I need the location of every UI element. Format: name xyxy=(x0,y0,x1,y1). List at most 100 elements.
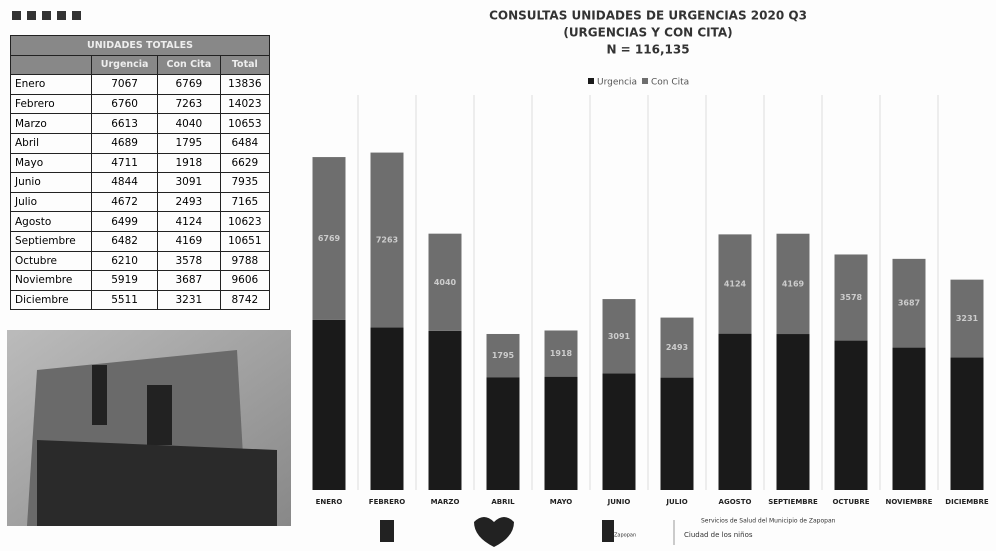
table-row: Julio467224937165 xyxy=(11,192,270,212)
logo-text: Ciudad de los niños xyxy=(684,531,753,539)
bar-segment xyxy=(777,334,810,490)
table-cell: Abril xyxy=(11,133,92,153)
table-cell: 4124 xyxy=(158,212,221,232)
legend-swatch xyxy=(642,78,648,84)
table-row: Mayo471119186629 xyxy=(11,153,270,173)
x-tick-label: FEBRERO xyxy=(369,498,405,506)
table-cell: 6769 xyxy=(158,75,221,95)
legend-swatch xyxy=(588,78,594,84)
table-cell: 9606 xyxy=(220,271,269,291)
table-cell: Julio xyxy=(11,192,92,212)
x-tick-label: JUNIO xyxy=(607,498,631,506)
table-cell: Noviembre xyxy=(11,271,92,291)
x-tick-label: ENERO xyxy=(316,498,343,506)
bar-segment xyxy=(951,357,984,490)
table-cell: 6760 xyxy=(92,94,158,114)
bar-segment xyxy=(545,377,578,490)
table-cell: Febrero xyxy=(11,94,92,114)
bar-segment xyxy=(893,348,926,490)
table-cell: 2493 xyxy=(158,192,221,212)
table-title: UNIDADES TOTALES xyxy=(11,36,270,56)
table-cell: 1918 xyxy=(158,153,221,173)
table-cell: Enero xyxy=(11,75,92,95)
x-tick-label: MARZO xyxy=(431,498,460,506)
table-cell: 8742 xyxy=(220,290,269,310)
chart: CONSULTAS UNIDADES DE URGENCIAS 2020 Q3 … xyxy=(296,0,996,551)
table-cell: 6484 xyxy=(220,133,269,153)
table-cell: 4672 xyxy=(92,192,158,212)
chart-note: N = 116,135 xyxy=(606,43,689,57)
table-cell: 13836 xyxy=(220,75,269,95)
table-cell: 7067 xyxy=(92,75,158,95)
table-cell: 4169 xyxy=(158,231,221,251)
table-cell: Mayo xyxy=(11,153,92,173)
x-tick-label: MAYO xyxy=(550,498,573,506)
bar-segment xyxy=(719,334,752,490)
table-cell: 3091 xyxy=(158,173,221,193)
table-cell: 6210 xyxy=(92,251,158,271)
table-cell: 4689 xyxy=(92,133,158,153)
data-label: 1795 xyxy=(492,351,515,360)
table-cell: 10653 xyxy=(220,114,269,134)
table-row: UNIDADES TOTALES xyxy=(11,36,270,56)
table-cell: Septiembre xyxy=(11,231,92,251)
bar-segment xyxy=(371,327,404,490)
table-header: UrgenciaCon CitaTotal xyxy=(11,55,270,75)
table-cell: 10623 xyxy=(220,212,269,232)
x-tick-label: SEPTIEMBRE xyxy=(768,498,818,506)
x-tick-label: AGOSTO xyxy=(719,498,752,506)
logo-shield xyxy=(602,520,614,542)
data-label: 3091 xyxy=(608,332,631,341)
legend-label: Con Cita xyxy=(651,78,689,88)
data-label: 2493 xyxy=(666,343,688,352)
table-cell: 5511 xyxy=(92,290,158,310)
logo-text: Zapopan xyxy=(614,533,636,539)
bar-segment xyxy=(429,331,462,490)
x-tick-label: DICIEMBRE xyxy=(945,498,989,506)
table-cell: 7165 xyxy=(220,192,269,212)
table-cell: 4711 xyxy=(92,153,158,173)
header-cell: Total xyxy=(220,55,269,75)
logo-text: Servicios de Salud del Municipio de Zapo… xyxy=(701,518,836,525)
table-cell: 10651 xyxy=(220,231,269,251)
table-cell: 5919 xyxy=(92,271,158,291)
data-label: 6769 xyxy=(318,234,341,243)
table-cell: 7935 xyxy=(220,173,269,193)
table-cell: 4040 xyxy=(158,114,221,134)
table-cell: 6613 xyxy=(92,114,158,134)
header-cell: Con Cita xyxy=(158,55,221,75)
table-cell: 3687 xyxy=(158,271,221,291)
table-cell: Octubre xyxy=(11,251,92,271)
table-cell: 6629 xyxy=(220,153,269,173)
data-label: 1918 xyxy=(550,349,573,358)
table-row: Octubre621035789788 xyxy=(11,251,270,271)
table-cell: Agosto xyxy=(11,212,92,232)
logo-shield xyxy=(380,520,394,542)
bar-segment xyxy=(661,378,694,490)
chart-subtitle: (URGENCIAS Y CON CITA) xyxy=(563,26,732,40)
table-cell: 9788 xyxy=(220,251,269,271)
x-tick-label: JULIO xyxy=(665,498,687,506)
data-label: 3578 xyxy=(840,293,863,302)
bar-segment xyxy=(603,373,636,490)
table-cell: Diciembre xyxy=(11,290,92,310)
legend-label: Urgencia xyxy=(597,78,637,88)
data-label: 3231 xyxy=(956,314,979,323)
data-label: 4040 xyxy=(434,278,457,287)
logo-heart xyxy=(474,517,514,547)
bar-segment xyxy=(313,320,346,490)
table-cell: 7263 xyxy=(158,94,221,114)
data-label: 4169 xyxy=(782,279,805,288)
data-label: 4124 xyxy=(724,280,747,289)
toolbar-icons xyxy=(10,6,110,26)
table-cell: 4844 xyxy=(92,173,158,193)
table-cell: Junio xyxy=(11,173,92,193)
page: UNIDADES TOTALESUrgenciaCon CitaTotalEne… xyxy=(0,0,996,551)
